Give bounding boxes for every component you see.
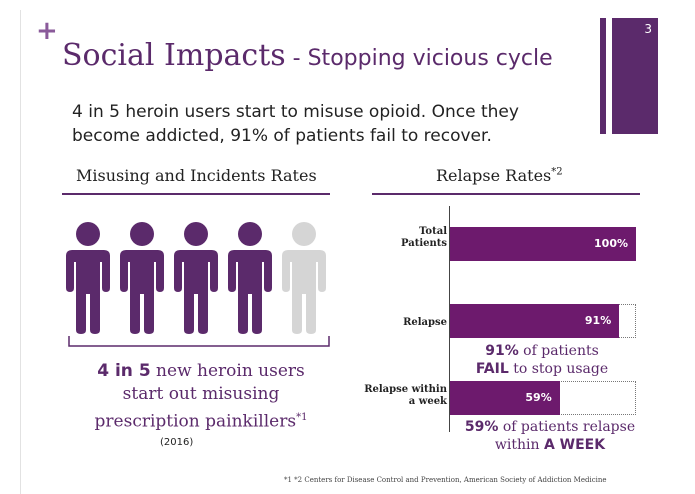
right-divider (372, 193, 640, 195)
bracket-line (68, 336, 330, 347)
stat-year: (2016) (160, 437, 194, 448)
bar-value-label: 100% (594, 237, 628, 250)
left-panel-header: Misusing and Incidents Rates (76, 166, 317, 185)
note2-number: 59% (464, 419, 499, 435)
people-icons (62, 222, 332, 334)
footnote: *1 *2 Centers for Disease Control and Pr… (284, 476, 607, 484)
person-icon-highlighted (170, 222, 222, 334)
right-header-text: Relapse Rates (436, 166, 552, 185)
right-header-mark: *2 (551, 166, 563, 178)
note2-bold: A WEEK (543, 437, 606, 453)
bar (450, 304, 620, 338)
stat-line-3: prescription painkillers (94, 411, 297, 432)
slide-title: Social Impacts - Stopping vicious cycle (62, 38, 553, 73)
intro-line-2: become addicted, 91% of patients fail to… (72, 126, 492, 146)
note1-line2-rest: to stop usage (508, 361, 609, 377)
relapse-note: 91% of patients FAIL to stop usage (452, 342, 632, 378)
bar-value-label: 91% (584, 314, 612, 327)
week-relapse-note: 59% of patients relapse within A WEEK (450, 418, 650, 454)
note1-bold: FAIL (475, 361, 509, 377)
category-label: Relapse (403, 317, 447, 328)
note1-number: 91% (485, 343, 519, 359)
stat-rest: new heroin users (150, 361, 305, 381)
category-label: Relapse within a week (364, 384, 447, 407)
chart-axis (449, 206, 450, 432)
person-icon-dim (278, 222, 330, 334)
misuse-stat: 4 in 5 new heroin users start out misusi… (70, 360, 332, 434)
bar (450, 381, 560, 415)
slide-number-box (612, 18, 658, 134)
person-icon-highlighted (116, 222, 168, 334)
bar (450, 227, 636, 261)
slide-frame (20, 10, 681, 494)
accent-bar (600, 18, 606, 134)
note2-line2: within (494, 437, 544, 453)
stat-line-2: start out misusing (122, 384, 280, 404)
right-panel-header: Relapse Rates*2 (436, 166, 563, 185)
stat-footnote-mark: *1 (296, 412, 308, 423)
bar-value-label: 59% (525, 391, 552, 404)
title-sub: - Stopping vicious cycle (285, 46, 553, 71)
person-icon-highlighted (62, 222, 114, 334)
left-divider (62, 193, 330, 195)
slide-number: 3 (644, 22, 652, 36)
category-label: Total Patients (400, 226, 447, 249)
stat-number: 4 in 5 (97, 361, 151, 381)
title-main: Social Impacts (62, 38, 286, 73)
intro-line-1: 4 in 5 heroin users start to misuse opio… (72, 102, 519, 122)
note2-rest: of patients relapse (498, 419, 636, 435)
person-icon-highlighted (224, 222, 276, 334)
plus-icon: + (36, 16, 58, 46)
intro-text: 4 in 5 heroin users start to misuse opio… (72, 100, 592, 148)
note1-rest: of patients (518, 343, 599, 359)
